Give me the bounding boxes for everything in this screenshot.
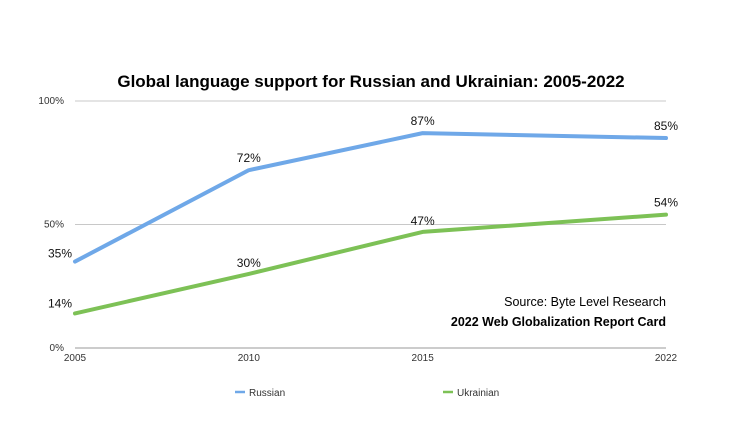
grid-lines: [75, 100, 666, 349]
legend: Russian Ukrainian: [235, 388, 499, 399]
y-tick-label: 100%: [38, 96, 64, 107]
series-line-russian: [73, 131, 668, 264]
series-line-ukrainian: [73, 212, 668, 316]
y-axis-ticks: 100% 50% 0%: [38, 96, 64, 354]
x-tick-label: 2015: [412, 353, 435, 364]
data-label: 72%: [237, 151, 261, 165]
legend-label: Russian: [249, 388, 285, 399]
data-label: 35%: [48, 247, 72, 261]
annotations: Source: Byte Level Research 2022 Web Glo…: [451, 295, 666, 329]
report-annotation: 2022 Web Globalization Report Card: [451, 315, 666, 329]
data-label: 87%: [411, 114, 435, 128]
data-label: 47%: [411, 214, 435, 228]
x-tick-label: 2005: [64, 353, 87, 364]
y-tick-label: 50%: [44, 220, 64, 231]
x-axis-ticks: 2005 2010 2015 2022: [64, 353, 678, 364]
data-label: 85%: [654, 119, 678, 133]
x-tick-label: 2022: [655, 353, 678, 364]
data-label: 14%: [48, 296, 72, 310]
series-group: 35% 72% 87% 85% 14% 30% 47% 54%: [48, 114, 678, 316]
source-annotation: Source: Byte Level Research: [504, 295, 666, 309]
legend-label: Ukrainian: [457, 388, 499, 399]
x-tick-label: 2010: [238, 353, 261, 364]
chart-title: Global language support for Russian and …: [117, 72, 624, 91]
data-label: 30%: [237, 256, 261, 270]
data-label: 54%: [654, 196, 678, 210]
y-tick-label: 0%: [50, 343, 65, 354]
